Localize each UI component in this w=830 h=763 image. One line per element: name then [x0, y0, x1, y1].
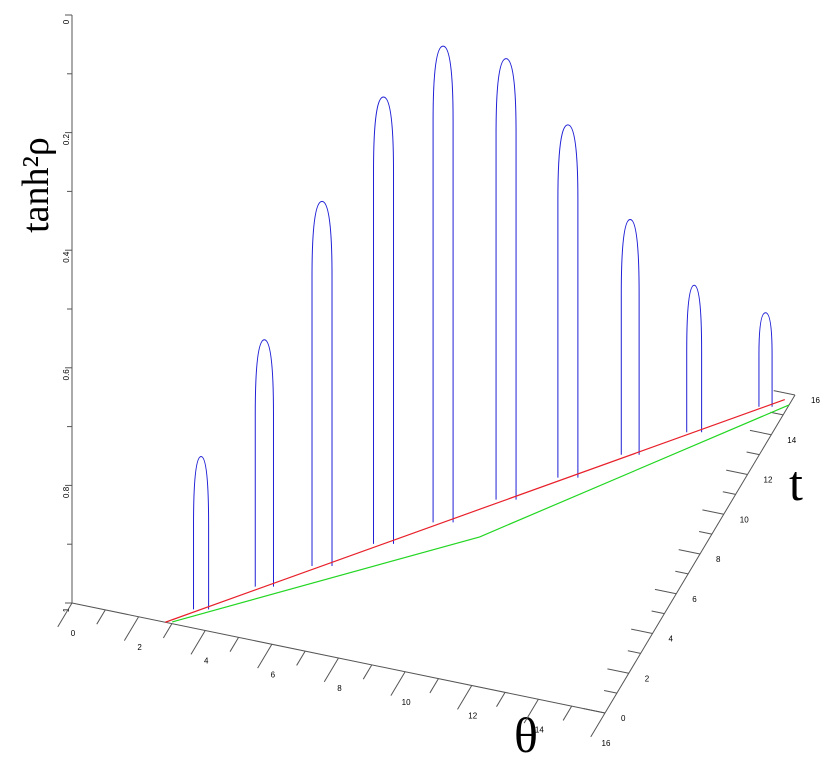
y-tick: [702, 509, 724, 515]
arch: [557, 124, 579, 478]
arch: [373, 96, 395, 544]
x-minor-tick: [429, 678, 439, 694]
arch: [193, 455, 210, 610]
y-tick: [726, 469, 748, 475]
y-tick-label: 4: [669, 635, 674, 644]
y-tick-label: 12: [764, 476, 773, 485]
y-tick: [678, 549, 701, 555]
y-tick-label: 10: [740, 515, 749, 524]
y-minor-tick: [770, 411, 784, 416]
y-tick: [773, 390, 796, 396]
x-tick: [323, 657, 339, 683]
y-tick-label: 6: [692, 595, 697, 604]
y-tick-label: 8: [716, 555, 721, 564]
x-tick-label: 16: [602, 739, 611, 748]
y-minor-tick: [627, 650, 641, 654]
x-axis-title: θ: [514, 707, 538, 758]
x-minor-tick: [296, 650, 306, 666]
x-tick-label: 14: [535, 725, 544, 734]
x-minor-tick: [362, 664, 373, 680]
arch: [254, 339, 274, 587]
y-tick-label: 16: [811, 396, 820, 405]
y-minor-tick: [698, 530, 712, 535]
y-tick-label: 0: [621, 714, 626, 723]
x-tick-label: 2: [137, 643, 142, 652]
x-minor-tick: [96, 609, 106, 625]
x-tick: [390, 671, 406, 696]
y-tick: [631, 628, 653, 634]
y-tick: [607, 668, 629, 674]
x-minor-tick: [229, 637, 239, 652]
arch: [495, 58, 517, 500]
curve: [172, 404, 790, 623]
y-tick: [583, 708, 606, 714]
arch: [758, 312, 773, 407]
y-minor-tick: [746, 451, 760, 456]
x-tick-label: 12: [468, 712, 477, 721]
x-tick: [190, 630, 206, 655]
x-minor-tick: [562, 705, 573, 721]
y-minor-tick: [603, 689, 617, 694]
x-tick: [257, 643, 273, 669]
x-tick-label: 8: [337, 684, 342, 693]
x-tick: [590, 712, 606, 738]
y-axis-title: t: [789, 455, 803, 511]
y-tick-label: 2: [645, 674, 650, 683]
curve: [165, 399, 785, 623]
x-tick: [57, 602, 73, 628]
x-tick-label: 0: [71, 629, 76, 638]
z-tick-label: 0.4: [62, 251, 71, 263]
z-tick-label: 0: [62, 19, 71, 24]
x-tick-label: 4: [204, 657, 209, 666]
z-tick-label: 0.2: [62, 133, 71, 145]
y-minor-tick: [651, 610, 665, 615]
y-minor-tick: [675, 570, 689, 575]
y-tick: [749, 429, 772, 436]
x-tick-label: 6: [271, 670, 276, 679]
x-tick: [123, 616, 140, 641]
z-tick-label: 0.8: [62, 486, 71, 498]
y-tick: [654, 588, 677, 595]
z-tick-label: 0.6: [62, 369, 71, 381]
x-minor-tick: [162, 623, 173, 639]
arch: [620, 219, 640, 455]
x-tick: [457, 685, 473, 710]
z-tick-label: 1: [62, 607, 71, 612]
x-tick: [523, 698, 539, 724]
z-axis-title: tanh²ρ: [15, 137, 57, 233]
y-tick-label: 14: [787, 436, 796, 445]
arch: [311, 200, 333, 566]
y-minor-tick: [722, 491, 736, 495]
x-tick-label: 10: [402, 698, 411, 707]
arch: [432, 45, 454, 523]
arch: [686, 284, 703, 433]
x-minor-tick: [496, 692, 506, 707]
